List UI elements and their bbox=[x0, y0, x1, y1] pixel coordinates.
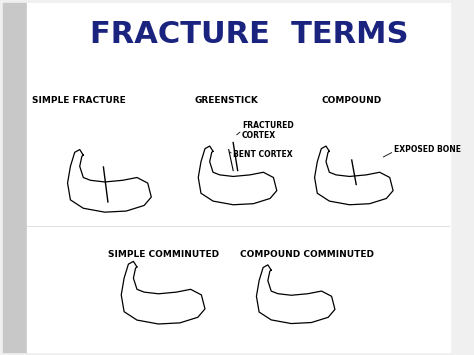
Text: BENT CORTEX: BENT CORTEX bbox=[233, 150, 293, 159]
Text: COMPOUND COMMINUTED: COMPOUND COMMINUTED bbox=[240, 250, 374, 259]
Bar bbox=[3, 3, 27, 352]
Text: EXPOSED BONE: EXPOSED BONE bbox=[394, 145, 461, 154]
Text: FRACTURE  TERMS: FRACTURE TERMS bbox=[90, 20, 408, 49]
Text: COMPOUND: COMPOUND bbox=[321, 96, 382, 105]
Text: FRACTURED
CORTEX: FRACTURED CORTEX bbox=[242, 121, 294, 140]
Text: SIMPLE COMMINUTED: SIMPLE COMMINUTED bbox=[108, 250, 219, 259]
Text: GREENSTICK: GREENSTICK bbox=[194, 96, 258, 105]
Text: SIMPLE FRACTURE: SIMPLE FRACTURE bbox=[32, 96, 126, 105]
